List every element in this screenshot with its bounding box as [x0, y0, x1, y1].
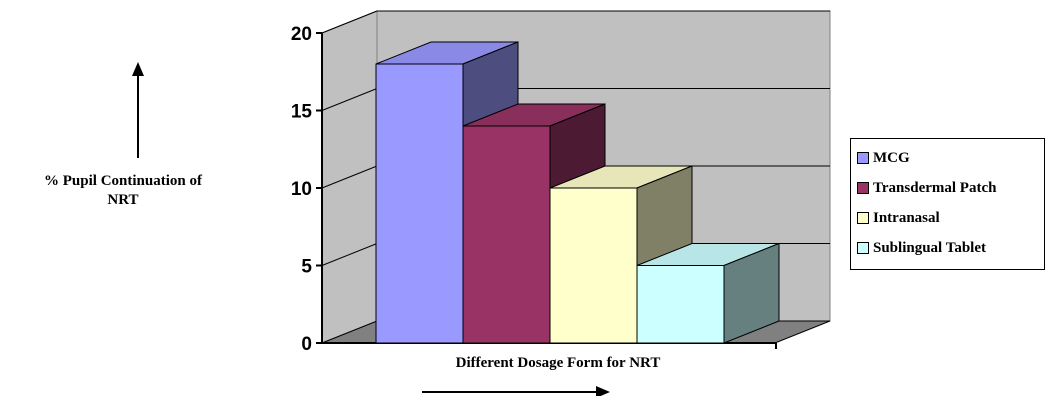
legend-item-transdermal-patch: Transdermal Patch: [857, 177, 996, 199]
legend-item-mcg: MCG: [857, 147, 910, 169]
gridline-side-15: [321, 88, 378, 111]
legend-swatch-transdermal-patch: [857, 182, 869, 194]
y-axis-label-line-1: % Pupil Continuation of: [44, 173, 202, 189]
legend-item-sublingual-tablet: Sublingual Tablet: [857, 237, 986, 259]
gridline-side-5: [321, 243, 378, 266]
y-axis-label-line-2: NRT: [107, 192, 139, 208]
y-tick-label-10: 10: [291, 179, 312, 200]
gridline-side-10: [321, 165, 378, 189]
legend-label-intranasal: Intranasal: [873, 209, 940, 226]
x-direction-arrow-head: [596, 386, 610, 398]
legend: MCG Transdermal Patch Intranasal Subling…: [850, 138, 1045, 270]
y-axis-label: % Pupil Continuation of NRT: [0, 172, 246, 210]
bar-front-sublingual-tablet: [636, 265, 725, 344]
y-direction-arrow-head: [132, 62, 144, 76]
legend-label-transdermal-patch: Transdermal Patch: [873, 179, 997, 196]
bar-front-intranasal: [549, 187, 638, 344]
legend-swatch-sublingual-tablet: [857, 242, 869, 254]
legend-swatch-intranasal: [857, 212, 869, 224]
gridline-side-20: [321, 10, 378, 34]
y-tick-label-5: 5: [301, 257, 312, 278]
y-tick-label-20: 20: [291, 24, 312, 45]
legend-swatch-mcg: [857, 152, 869, 164]
legend-label-sublingual-tablet: Sublingual Tablet: [873, 239, 986, 256]
bar-front-mcg: [375, 63, 464, 344]
x-axis-label: Different Dosage Form for NRT: [455, 355, 661, 371]
legend-label-mcg: MCG: [873, 149, 910, 166]
y-tick-label-0: 0: [301, 334, 312, 355]
legend-item-intranasal: Intranasal: [857, 207, 940, 229]
bar-front-transdermal-patch: [462, 125, 551, 344]
y-tick-label-15: 15: [291, 102, 313, 123]
